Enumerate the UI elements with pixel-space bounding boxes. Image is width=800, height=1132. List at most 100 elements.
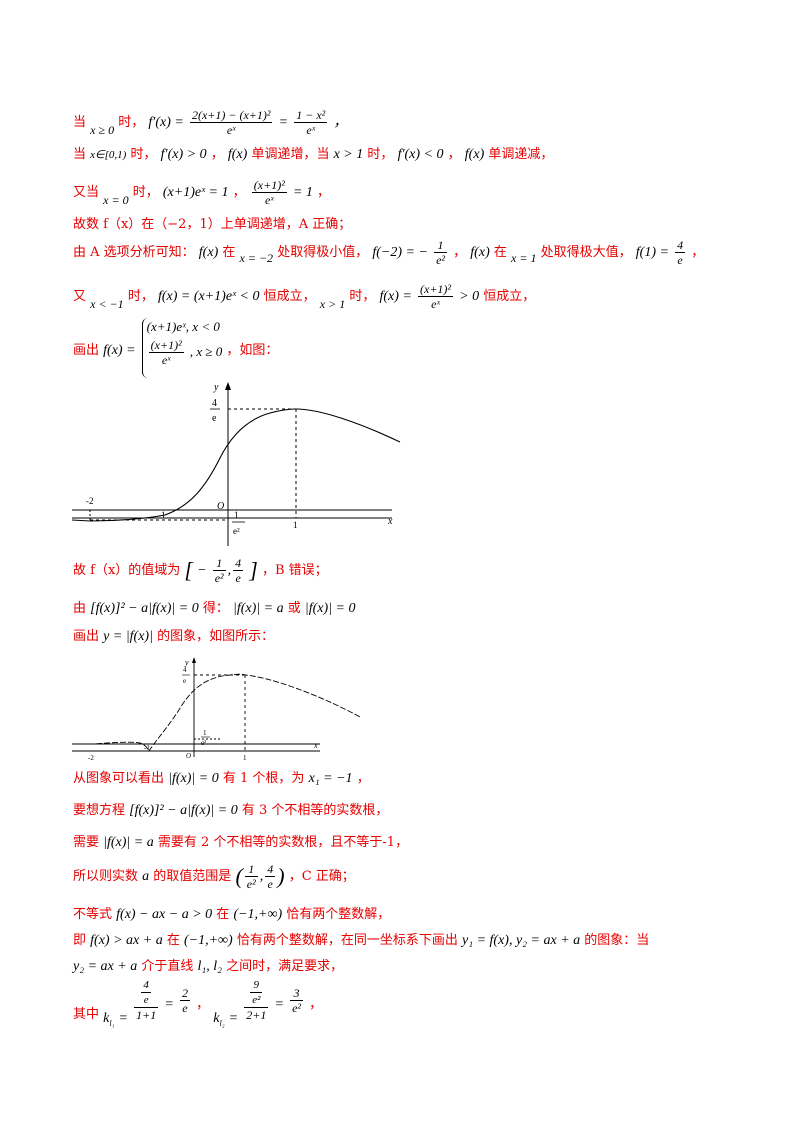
fraction-k1: 4 e 1+1 <box>134 978 159 1022</box>
fraction: 1 e² <box>244 862 258 891</box>
line-3: 又当 x = 0 时， (x+1)eˣ = 1 ， (x+1)² eˣ = 1 … <box>73 178 330 207</box>
text: 即 <box>73 933 87 948</box>
line-15: 不等式 f(x) − ax − a > 0 在 (−1,+∞) 恰有两个整数解， <box>73 906 390 924</box>
eq: = <box>228 1010 239 1026</box>
minus: − <box>197 563 207 578</box>
text: ，B 错误； <box>262 563 328 578</box>
math: [f(x)]² − a|f(x)| = 0 <box>90 601 199 616</box>
denominator: e <box>182 1000 188 1015</box>
numerator: 1 <box>434 238 447 253</box>
fraction: 1 − x² eˣ <box>294 108 328 137</box>
text: 故数 f（x）在（−2，1）上单调递增，A 正确； <box>73 217 352 232</box>
text: 时， <box>127 289 154 304</box>
text: 在 <box>222 245 236 260</box>
line-18: 其中 kl₁ = 4 e 1+1 = 2 e ， kl₂ = 9 e² 2+1 … <box>73 978 322 1028</box>
text: 时， <box>130 147 157 162</box>
x-tick-1: 1 <box>243 754 247 762</box>
denominator: e <box>677 253 683 267</box>
denominator: eˣ <box>264 193 274 207</box>
min-den: e² <box>233 526 240 536</box>
inner-den: e <box>143 994 149 1006</box>
x-tick-neg2: -2 <box>88 754 94 762</box>
bracket-right: ] <box>249 557 258 583</box>
comma: , <box>227 563 232 578</box>
origin-label: O <box>217 501 224 512</box>
denominator: e² <box>246 877 256 891</box>
text: 需要 <box>73 835 100 850</box>
fraction-k2: 9 e² 2+1 <box>244 978 269 1022</box>
text: 时， <box>367 147 394 162</box>
y-arrow <box>225 382 231 390</box>
graph-1: y x 4 e O -2 -1 1 1 e² <box>71 382 401 546</box>
k: k <box>103 1010 110 1026</box>
paren-right: ) <box>277 863 285 889</box>
text: ， <box>333 115 348 130</box>
text: 画出 <box>73 343 100 358</box>
line-14: 所以则实数 a 的取值范围是 ( 1 e² , 4 e ) ，C 正确； <box>73 862 355 891</box>
graph-2: y x 4 e O -2 -1 1 1 e² <box>72 657 361 762</box>
numerator: (x+1)² <box>251 178 287 193</box>
line-10: 画出 y = |f(x)| 的图象，如图所示： <box>73 628 274 646</box>
denominator: e <box>235 571 241 585</box>
min-num: 1 <box>234 510 239 520</box>
denominator: eˣ <box>226 123 236 137</box>
eq: = <box>118 1010 128 1026</box>
text: 又当 <box>73 185 100 200</box>
text: 其中 <box>73 1006 100 1022</box>
fraction: (x+1)² eˣ <box>148 338 184 367</box>
fraction: 2 e <box>179 985 190 1015</box>
line-16: 即 f(x) > ax + a 在 (−1,+∞) 恰有两个整数解，在同一坐标系… <box>73 932 649 950</box>
math: |f(x)| = a <box>233 601 284 616</box>
text: 有 3 个不相等的实数根， <box>241 803 389 818</box>
y-label: y <box>213 382 219 393</box>
math: f′(x) < 0 <box>397 147 444 162</box>
paren-left: ( <box>235 863 243 889</box>
math: f(x) = <box>379 289 412 304</box>
fraction: 3 e² <box>290 986 304 1015</box>
math: f(x) <box>227 147 248 162</box>
text: 时， <box>349 289 376 304</box>
math: f(x) − ax − a > 0 <box>116 907 213 922</box>
fraction: 4 e <box>675 238 686 267</box>
math: |f(x)| = 0 <box>304 601 356 616</box>
denominator: e² <box>214 571 224 585</box>
denominator: e² <box>292 1000 302 1015</box>
math: f′(x) = <box>148 115 184 130</box>
text: ， <box>453 245 467 260</box>
math: = <box>274 996 284 1012</box>
origin-label: O <box>186 752 191 760</box>
numerator: 2 <box>179 985 190 1001</box>
denominator: e² <box>436 253 445 267</box>
text: 恒成立， <box>263 289 316 304</box>
math: y₂ = ax + a <box>73 959 138 974</box>
text: 从图象可以看出 <box>73 771 165 786</box>
y-tick-num: 4 <box>212 398 217 409</box>
numerator: 4 <box>265 862 276 877</box>
numerator: 9 e² <box>244 978 269 1008</box>
fraction: (x+1)² eˣ <box>251 178 287 207</box>
line-13: 需要 |f(x)| = a 需要有 2 个不相等的实数根，且不等于-1， <box>73 834 408 852</box>
math: (x+1)eˣ = 1 <box>162 185 229 200</box>
text: 时， <box>118 115 145 130</box>
line-9: 由 [f(x)]² − a|f(x)| = 0 得： |f(x)| = a 或 … <box>73 600 355 618</box>
y-tick-den: e <box>212 413 217 424</box>
math: x = 0 <box>103 193 129 207</box>
min-den: e² <box>201 739 206 747</box>
line-6: 又 x < −1 时， f(x) = (x+1)eˣ < 0 恒成立， x > … <box>73 282 535 311</box>
curve-abs-f <box>72 673 361 752</box>
numerator: 4 e <box>134 978 159 1008</box>
text: 或 <box>287 601 301 616</box>
math: f(x) <box>198 245 219 260</box>
text: 故 f（x）的值域为 <box>73 563 181 578</box>
text: ， <box>447 147 461 162</box>
fraction: 4 e <box>233 556 244 585</box>
x-label: x <box>313 741 318 750</box>
text: 处取得极小值， <box>277 245 369 260</box>
inner-fraction: 4 e <box>141 978 151 1007</box>
bracket-left: [ <box>184 557 193 583</box>
math: = <box>164 996 174 1012</box>
numerator: 1 <box>212 556 226 571</box>
fraction: 4 e <box>265 862 276 891</box>
math: f(−2) = − <box>372 245 428 260</box>
math: x = −2 <box>239 251 274 265</box>
